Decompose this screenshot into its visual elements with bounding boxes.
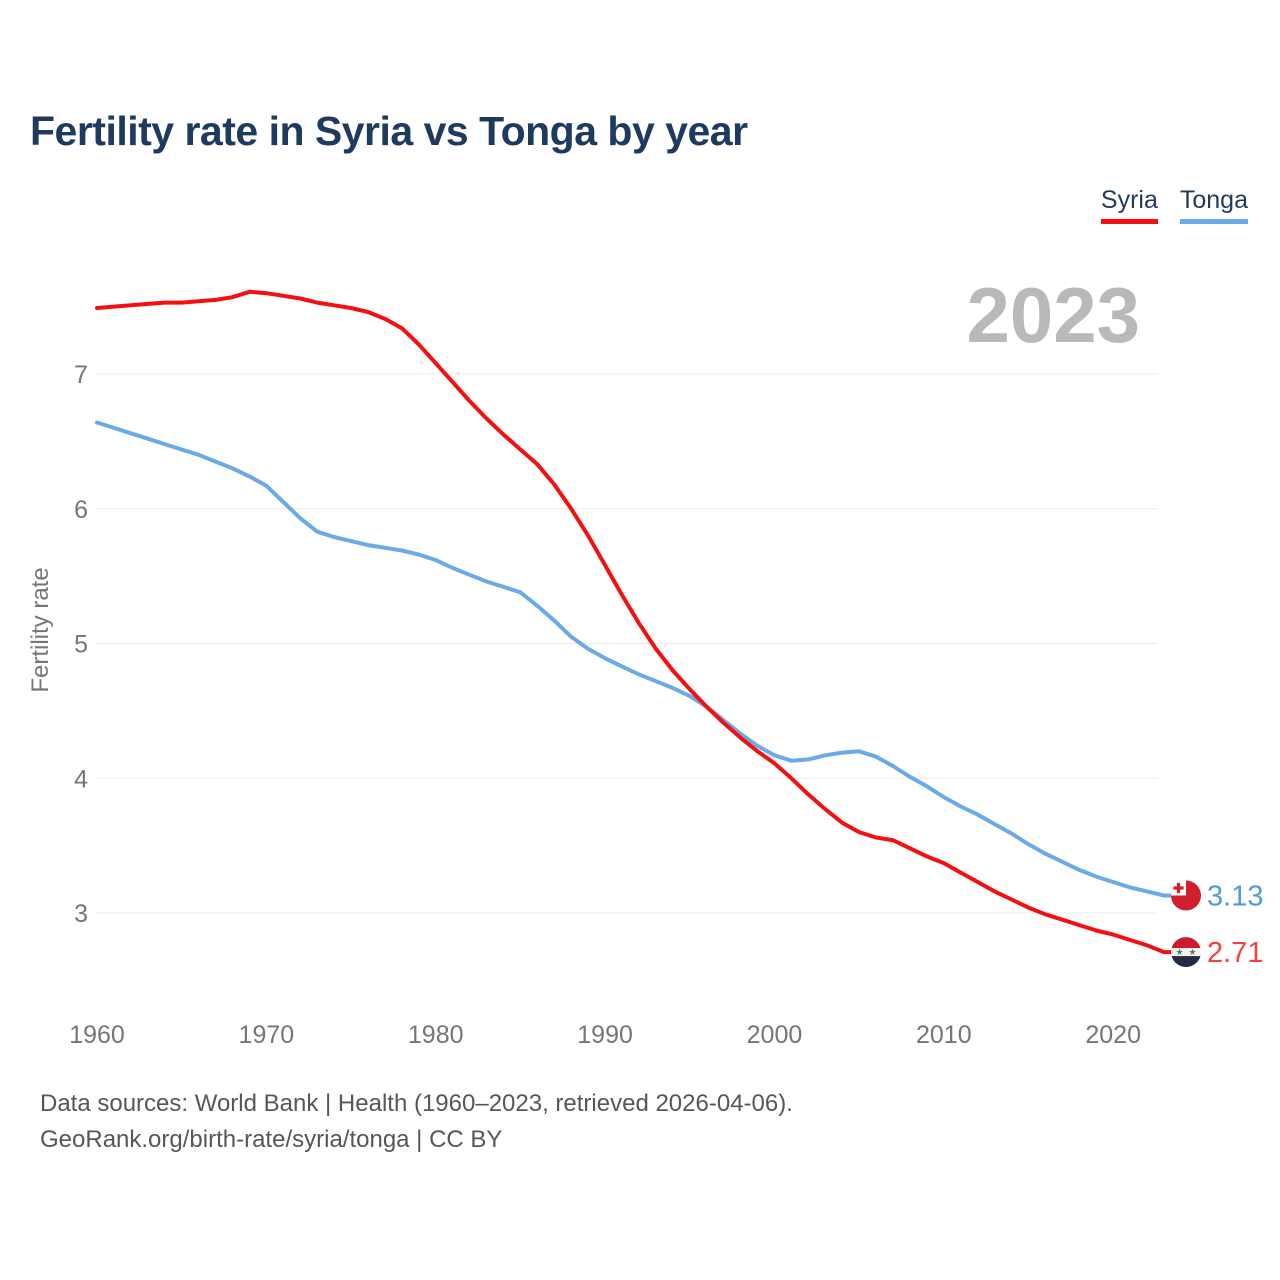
fertility-line-chart: 3 4 5 6 7 1960 1970 1980 1990 2000 2010 2020 Ferti… — [27, 271, 1263, 1049]
tonga-line — [95, 420, 1175, 898]
x-tick-label: 1990 — [577, 1021, 633, 1049]
y-axis-title: Fertility rate — [27, 567, 54, 692]
gridlines — [95, 373, 1158, 914]
attribution-line: GeoRank.org/birth-rate/syria/tonga | CC … — [40, 1126, 503, 1153]
y-tick-label: 3 — [74, 900, 88, 928]
y-tick-label: 7 — [74, 361, 88, 389]
x-tick-label: 2010 — [916, 1021, 972, 1049]
source-footer: Data sources: World Bank | Health (1960–… — [40, 1086, 793, 1158]
y-tick-label: 4 — [74, 765, 88, 793]
y-tick-label: 5 — [74, 631, 88, 659]
source-line: Data sources: World Bank | Health (1960–… — [40, 1090, 793, 1117]
tonga-end-value-label: 3.13 — [1207, 880, 1263, 912]
x-tick-label: 1970 — [239, 1021, 295, 1049]
x-tick-label: 1980 — [408, 1021, 464, 1049]
x-tick-label: 2000 — [747, 1021, 803, 1049]
y-axis-tick-labels: 3 4 5 6 7 — [74, 361, 88, 928]
syria-line — [95, 289, 1175, 955]
legend: Syria Tonga — [1100, 186, 1248, 224]
big-year-watermark: 2023 — [966, 271, 1140, 359]
legend-item-tonga[interactable]: Tonga — [1179, 186, 1248, 224]
syria-flag-icon: ★ ★ — [1171, 937, 1201, 968]
svg-text:★: ★ — [1188, 947, 1196, 957]
x-axis-tick-labels: 1960 1970 1980 1990 2000 2010 2020 — [69, 1021, 1141, 1049]
syria-end-value-label: 2.71 — [1207, 937, 1263, 969]
svg-text:★: ★ — [1175, 947, 1183, 957]
x-tick-label: 1960 — [69, 1021, 125, 1049]
tonga-flag-icon — [1171, 880, 1201, 911]
x-tick-label: 2020 — [1085, 1021, 1141, 1049]
y-tick-label: 6 — [74, 496, 88, 524]
legend-item-syria[interactable]: Syria — [1100, 186, 1158, 224]
page-title: Fertility rate in Syria vs Tonga by year — [30, 108, 748, 154]
